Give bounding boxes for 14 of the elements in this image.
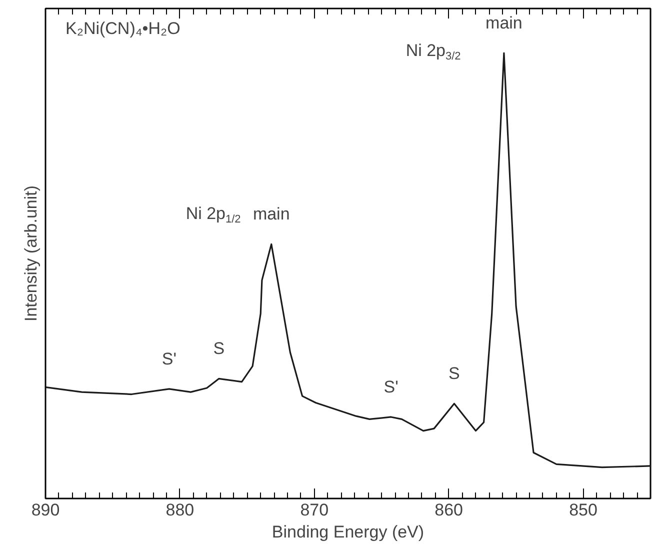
y-axis-title: Intensity (arb.unit) xyxy=(22,185,40,322)
x-tick-label: 890 xyxy=(31,500,60,520)
annotation: S xyxy=(213,339,225,358)
x-tick-label: 850 xyxy=(569,500,598,520)
x-tick-label: 870 xyxy=(300,500,329,520)
x-tick-label: 880 xyxy=(166,500,194,520)
text: K₂Ni(CN)₄•H₂O xyxy=(66,19,180,38)
annotation: main xyxy=(486,14,522,33)
annotation: S' xyxy=(162,349,176,368)
annotation: main xyxy=(252,204,290,224)
x-axis-title: Binding Energy (eV) xyxy=(272,522,424,542)
annotation: S xyxy=(448,364,460,384)
annotation: S' xyxy=(384,377,398,396)
x-tick-label: 860 xyxy=(434,500,464,520)
